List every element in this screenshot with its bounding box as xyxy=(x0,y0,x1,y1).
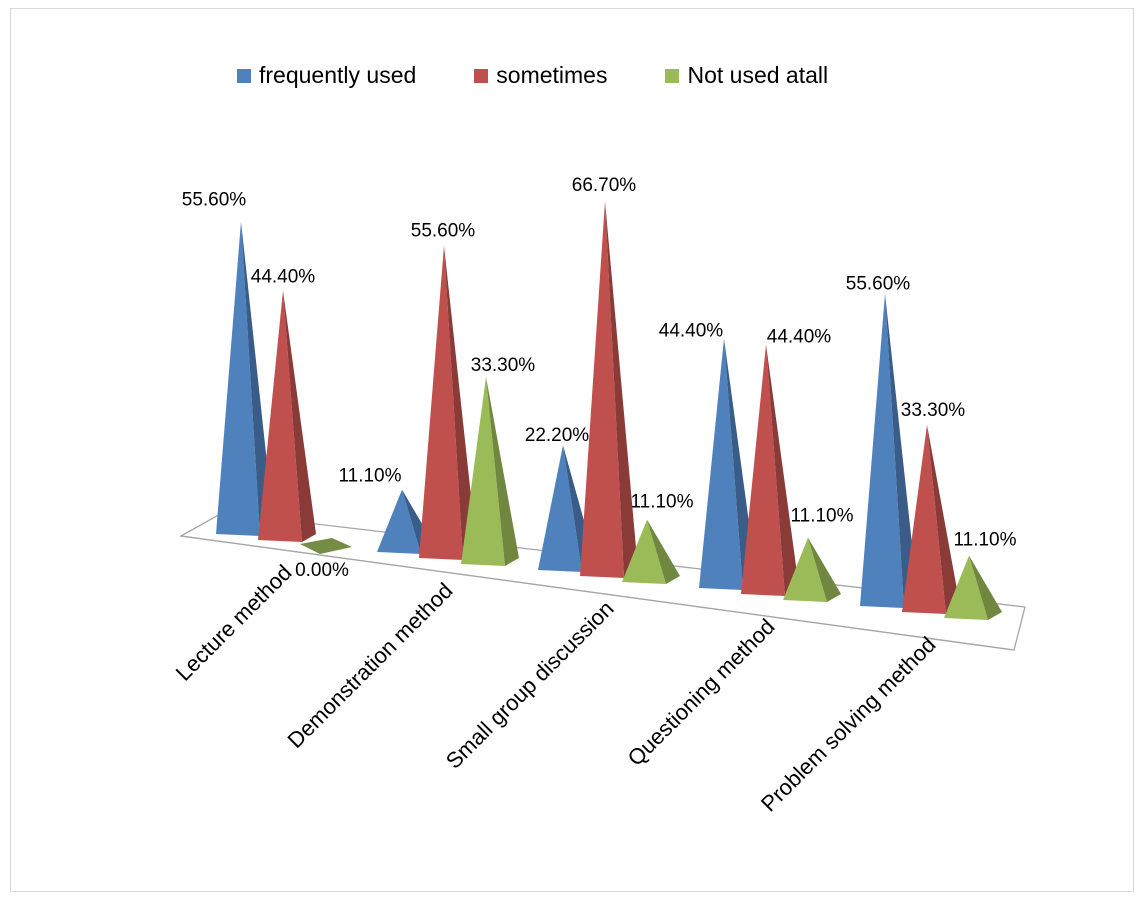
chart-frame xyxy=(10,8,1134,892)
pyramid-sometimes-demonstration-method xyxy=(419,245,477,560)
data-label-sometimes-lecture-method: 44.40% xyxy=(251,266,316,287)
data-label-frequently-used-lecture-method: 55.60% xyxy=(182,190,247,211)
category-label-questioning-method: Questioning method xyxy=(623,614,780,771)
legend-swatch-not-used-atall xyxy=(665,68,680,83)
chart-floor-front-edge xyxy=(180,535,1015,651)
pyramid-not-used-atall-demonstration-method xyxy=(461,376,519,566)
pyramid-sometimes-questioning-method xyxy=(741,344,799,596)
pyramid-not-used-atall-lecture-method xyxy=(300,538,352,554)
pyramid-frequently-used-problem-solving-method xyxy=(860,293,918,608)
pyramid-not-used-atall-questioning-method xyxy=(783,537,841,602)
data-label-sometimes-questioning-method: 44.40% xyxy=(767,326,832,347)
data-label-not-used-atall-small-group-discussion: 11.10% xyxy=(630,492,693,513)
category-label-demonstration-method: Demonstration method xyxy=(282,578,457,753)
legend-label-frequently-used: frequently used xyxy=(259,62,417,88)
data-label-frequently-used-small-group-discussion: 22.20% xyxy=(525,425,590,446)
category-label-problem-solving-method: Problem solving method xyxy=(756,632,941,817)
data-label-frequently-used-demonstration-method: 11.10% xyxy=(338,466,401,487)
data-label-frequently-used-problem-solving-method: 55.60% xyxy=(846,274,911,295)
legend-item-not-used-atall: Not used atall xyxy=(665,62,828,89)
legend-label-not-used-atall: Not used atall xyxy=(687,62,829,88)
data-label-not-used-atall-lecture-method: 0.00% xyxy=(295,560,349,581)
data-label-sometimes-demonstration-method: 55.60% xyxy=(411,221,476,242)
legend-swatch-sometimes xyxy=(474,68,489,83)
pyramid-frequently-used-lecture-method xyxy=(216,221,274,536)
pyramid-sometimes-problem-solving-method xyxy=(902,424,960,614)
pyramid-sometimes-small-group-discussion xyxy=(580,201,638,578)
data-label-frequently-used-questioning-method: 44.40% xyxy=(659,320,724,341)
legend-item-sometimes: sometimes xyxy=(474,62,607,89)
data-label-not-used-atall-problem-solving-method: 11.10% xyxy=(953,530,1016,551)
legend: frequently used sometimes Not used atall xyxy=(237,62,886,89)
pyramid-sometimes-lecture-method xyxy=(258,290,316,542)
pyramid-not-used-atall-small-group-discussion xyxy=(622,519,680,584)
legend-label-sometimes: sometimes xyxy=(496,62,608,88)
legend-swatch-frequently-used xyxy=(237,68,251,83)
data-label-sometimes-problem-solving-method: 33.30% xyxy=(901,400,966,421)
data-label-sometimes-small-group-discussion: 66.70% xyxy=(572,175,637,196)
category-label-lecture-method: Lecture method xyxy=(171,560,297,686)
data-label-not-used-atall-demonstration-method: 33.30% xyxy=(471,355,536,376)
legend-item-frequently-used: frequently used xyxy=(237,62,416,89)
category-label-small-group-discussion: Small group discussion xyxy=(441,596,619,774)
data-label-not-used-atall-questioning-method: 11.10% xyxy=(790,506,853,527)
pyramid-not-used-atall-problem-solving-method xyxy=(944,555,1002,620)
